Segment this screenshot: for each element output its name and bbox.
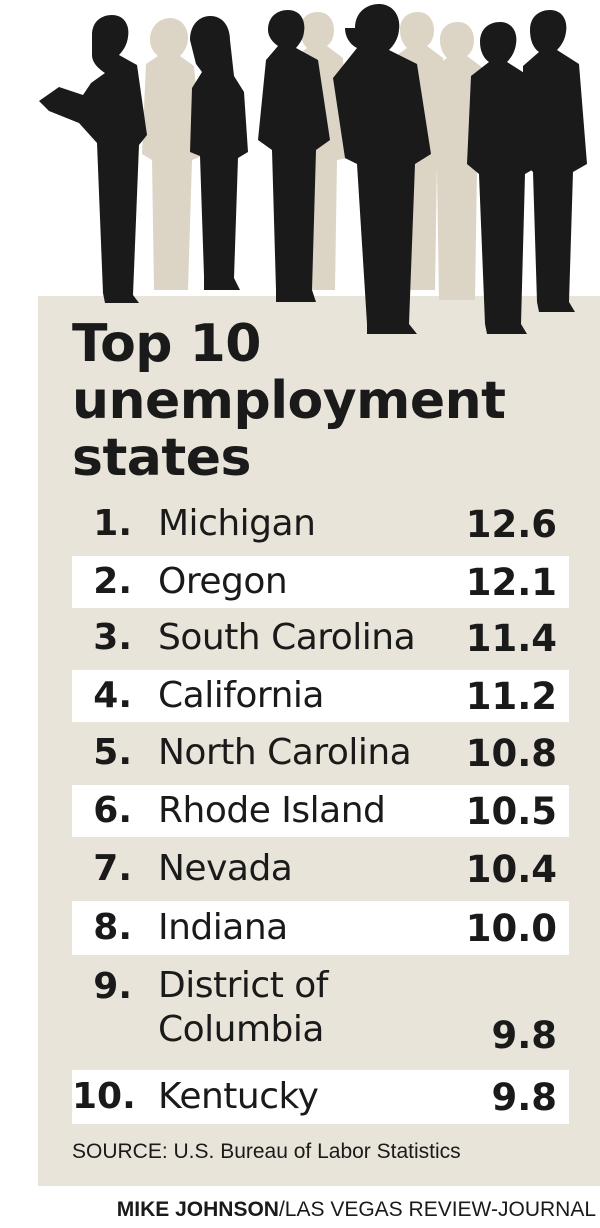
state-name: Kentucky bbox=[158, 1076, 319, 1117]
chart-title: Top 10 unemployment states bbox=[72, 316, 592, 487]
rank-label: 5. bbox=[93, 732, 132, 773]
unemployment-rate: 9.8 bbox=[491, 1014, 557, 1057]
rank-label: 4. bbox=[93, 675, 132, 716]
title-line-2: unemployment bbox=[72, 371, 506, 431]
unemployment-rate: 12.1 bbox=[465, 561, 557, 604]
unemployment-rate: 9.8 bbox=[491, 1076, 557, 1119]
title-line-1: Top 10 bbox=[72, 314, 261, 374]
state-name: Michigan bbox=[158, 503, 316, 544]
table-row: 5. North Carolina 10.8 bbox=[72, 727, 569, 779]
rank-label: 2. bbox=[93, 561, 132, 602]
table-row: 4. California 11.2 bbox=[72, 670, 569, 722]
unemployment-rate: 10.5 bbox=[465, 790, 557, 833]
table-row: 3. South Carolina 11.4 bbox=[72, 612, 569, 664]
unemployment-rate: 11.2 bbox=[465, 675, 557, 718]
rank-label: 3. bbox=[93, 617, 132, 658]
table-row: 1. Michigan 12.6 bbox=[72, 498, 569, 550]
source-note: SOURCE: U.S. Bureau of Labor Statistics bbox=[72, 1140, 461, 1163]
foreground-silhouettes bbox=[39, 4, 587, 334]
state-name: South Carolina bbox=[158, 617, 416, 658]
rank-label: 10. bbox=[72, 1076, 136, 1117]
state-name: Rhode Island bbox=[158, 790, 386, 831]
rank-label: 6. bbox=[93, 790, 132, 831]
rank-label: 9. bbox=[93, 966, 132, 1007]
credit-author: MIKE JOHNSON bbox=[116, 1198, 279, 1221]
credit-line: MIKE JOHNSON/LAS VEGAS REVIEW-JOURNAL bbox=[117, 1198, 596, 1222]
title-line-3: states bbox=[72, 428, 251, 488]
rank-label: 8. bbox=[93, 907, 132, 948]
table-row: 2. Oregon 12.1 bbox=[72, 556, 569, 608]
state-name: Oregon bbox=[158, 561, 288, 602]
unemployment-rate: 11.4 bbox=[465, 617, 557, 660]
table-row: 9. District of Columbia 9.8 bbox=[72, 962, 569, 1062]
state-name: District of Columbia bbox=[158, 965, 328, 1050]
state-name: Indiana bbox=[158, 907, 288, 948]
unemployment-rate: 12.6 bbox=[465, 503, 557, 546]
unemployment-rate: 10.8 bbox=[465, 732, 557, 775]
background-panel bbox=[38, 296, 600, 1186]
job-seekers-silhouette-illustration bbox=[39, 4, 587, 334]
rank-label: 7. bbox=[93, 848, 132, 889]
rank-label: 1. bbox=[93, 503, 132, 544]
unemployment-rate: 10.0 bbox=[465, 907, 557, 950]
state-name: North Carolina bbox=[158, 732, 412, 773]
table-row: 6. Rhode Island 10.5 bbox=[72, 785, 569, 837]
table-row: 10. Kentucky 9.8 bbox=[72, 1070, 569, 1124]
table-row: 7. Nevada 10.4 bbox=[72, 843, 569, 895]
state-name: California bbox=[158, 675, 324, 716]
credit-outlet: /LAS VEGAS REVIEW-JOURNAL bbox=[278, 1198, 596, 1221]
unemployment-rate: 10.4 bbox=[465, 848, 557, 891]
table-row: 8. Indiana 10.0 bbox=[72, 901, 569, 955]
state-name: Nevada bbox=[158, 848, 293, 889]
